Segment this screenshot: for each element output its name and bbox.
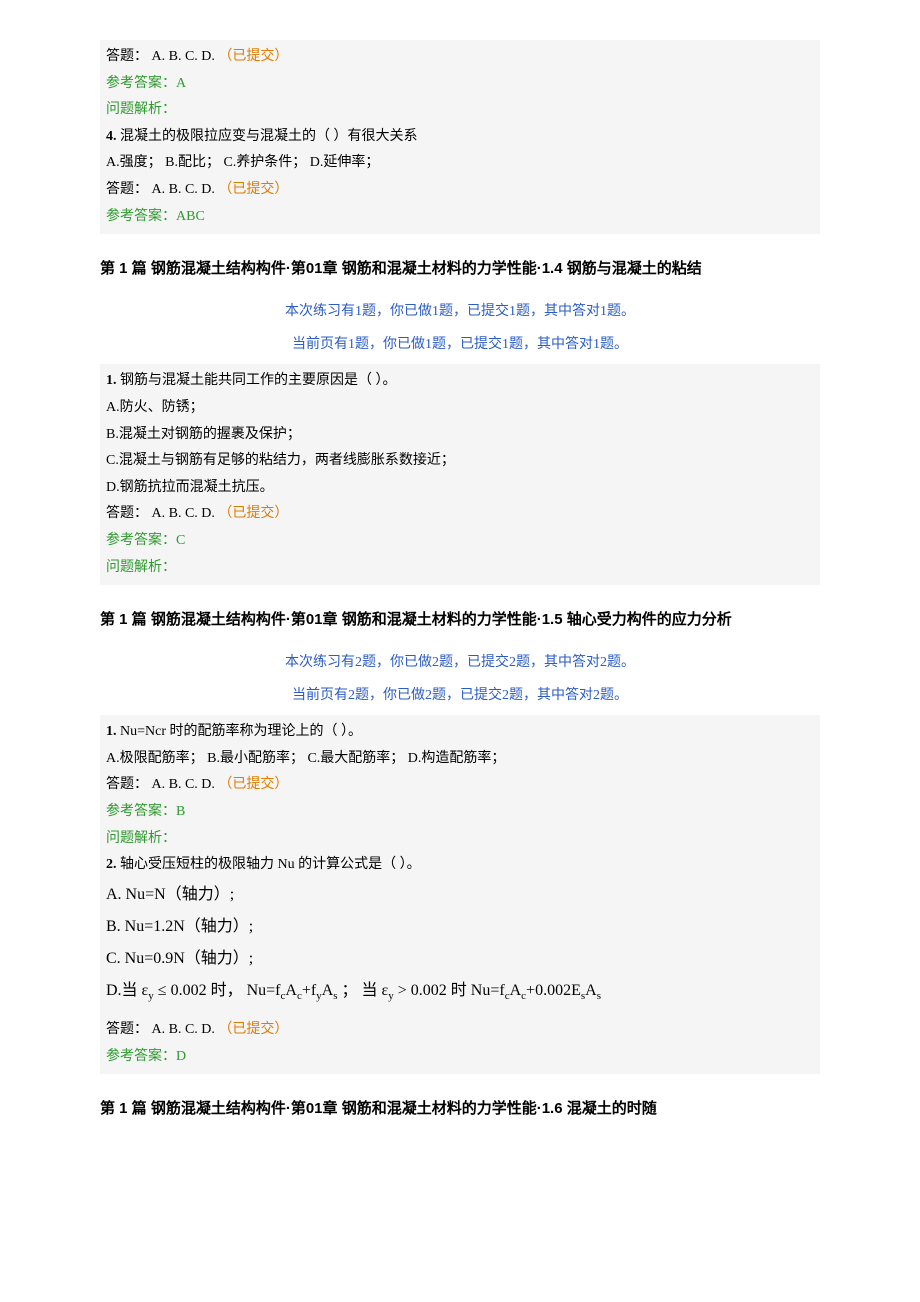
q4-text: 混凝土的极限拉应变与混凝土的（ ）有很大关系: [117, 129, 418, 144]
q1-text: Nu=Ncr 时的配筋率称为理论上的（ ）。: [117, 724, 363, 739]
q1-ref: 参考答案：B: [106, 799, 814, 826]
q2-answer-prefix: 答题： A. B. C. D.: [106, 1022, 218, 1037]
question-block-top: 答题： A. B. C. D. （已提交） 参考答案：A 问题解析： 4. 混凝…: [100, 40, 820, 234]
q1-text: 钢筋与混凝土能共同工作的主要原因是（ ）。: [117, 373, 397, 388]
q2-optA-text: A. Nu=N（轴力）;: [106, 886, 234, 903]
q4-reference-answer: 参考答案：ABC: [106, 204, 814, 231]
submitted-label: （已提交）: [218, 777, 288, 792]
q1-stem: 1. Nu=Ncr 时的配筋率称为理论上的（ ）。: [106, 719, 814, 746]
answer-prefix: 答题： A. B. C. D.: [106, 49, 218, 64]
q2-optB-text: B. Nu=1.2N（轴力）;: [106, 918, 253, 935]
q1-answer-prefix: 答题： A. B. C. D.: [106, 506, 218, 521]
q1-num: 1.: [106, 373, 117, 388]
q1-explain: 问题解析：: [106, 555, 814, 582]
q4-options: A.强度； B.配比； C.养护条件； D.延伸率；: [106, 150, 814, 177]
q2-optB: B. Nu=1.2N（轴力）;: [106, 911, 814, 943]
submitted-label: （已提交）: [218, 182, 288, 197]
q2-optA: A. Nu=N（轴力）;: [106, 879, 814, 911]
q1-answer-line: 答题： A. B. C. D. （已提交）: [106, 501, 814, 528]
q1-optD: D.钢筋抗拉而混凝土抗压。: [106, 475, 814, 502]
stat-line-2: 当前页有1题，你已做1题，已提交1题，其中答对1题。: [100, 332, 820, 359]
answer-line: 答题： A. B. C. D. （已提交）: [106, 44, 814, 71]
q1-explain: 问题解析：: [106, 826, 814, 853]
q1-optB: B.混凝土对钢筋的握裹及保护；: [106, 422, 814, 449]
q4-answer-line: 答题： A. B. C. D. （已提交）: [106, 177, 814, 204]
stat-line-1: 本次练习有1题，你已做1题，已提交1题，其中答对1题。: [100, 299, 820, 326]
question-block-1-4: 1. 钢筋与混凝土能共同工作的主要原因是（ ）。 A.防火、防锈； B.混凝土对…: [100, 364, 820, 585]
q2-text: 轴心受压短柱的极限轴力 Nu 的计算公式是（ ）。: [117, 857, 421, 872]
q1-answer-prefix: 答题： A. B. C. D.: [106, 777, 218, 792]
reference-answer: 参考答案：A: [106, 71, 814, 98]
q2-ref: 参考答案：D: [106, 1044, 814, 1071]
q2-answer-line: 答题： A. B. C. D. （已提交）: [106, 1017, 814, 1044]
q1-answer-line: 答题： A. B. C. D. （已提交）: [106, 772, 814, 799]
q2-optC: C. Nu=0.9N（轴力）;: [106, 943, 814, 975]
q1-options: A.极限配筋率； B.最小配筋率； C.最大配筋率； D.构造配筋率；: [106, 746, 814, 773]
q2-optD: D.当 εy ≤ 0.002 时， Nu=fcAc+fyAs ； 当 εy > …: [106, 975, 814, 1007]
q1-stem: 1. 钢筋与混凝土能共同工作的主要原因是（ ）。: [106, 368, 814, 395]
section-heading-1-4: 第 1 篇 钢筋混凝土结构构件·第01章 钢筋和混凝土材料的力学性能·1.4 钢…: [100, 252, 820, 285]
q1-ref: 参考答案：C: [106, 528, 814, 555]
submitted-label: （已提交）: [218, 49, 288, 64]
q2-num: 2.: [106, 857, 117, 872]
q1-num: 1.: [106, 724, 117, 739]
submitted-label: （已提交）: [218, 1022, 288, 1037]
section-heading-1-6: 第 1 篇 钢筋混凝土结构构件·第01章 钢筋和混凝土材料的力学性能·1.6 混…: [100, 1092, 820, 1125]
submitted-label: （已提交）: [218, 506, 288, 521]
q4-num: 4.: [106, 129, 117, 144]
q4-stem: 4. 混凝土的极限拉应变与混凝土的（ ）有很大关系: [106, 124, 814, 151]
q1-optA: A.防火、防锈；: [106, 395, 814, 422]
explain-label: 问题解析：: [106, 97, 814, 124]
q4-answer-prefix: 答题： A. B. C. D.: [106, 182, 218, 197]
q2-stem: 2. 轴心受压短柱的极限轴力 Nu 的计算公式是（ ）。: [106, 852, 814, 879]
stat-line-1: 本次练习有2题，你已做2题，已提交2题，其中答对2题。: [100, 650, 820, 677]
q2-optC-text: C. Nu=0.9N（轴力）;: [106, 950, 253, 967]
section-heading-1-5: 第 1 篇 钢筋混凝土结构构件·第01章 钢筋和混凝土材料的力学性能·1.5 轴…: [100, 603, 820, 636]
question-block-1-5: 1. Nu=Ncr 时的配筋率称为理论上的（ ）。 A.极限配筋率； B.最小配…: [100, 715, 820, 1074]
stat-line-2: 当前页有2题，你已做2题，已提交2题，其中答对2题。: [100, 683, 820, 710]
q1-optC: C.混凝土与钢筋有足够的粘结力，两者线膨胀系数接近；: [106, 448, 814, 475]
